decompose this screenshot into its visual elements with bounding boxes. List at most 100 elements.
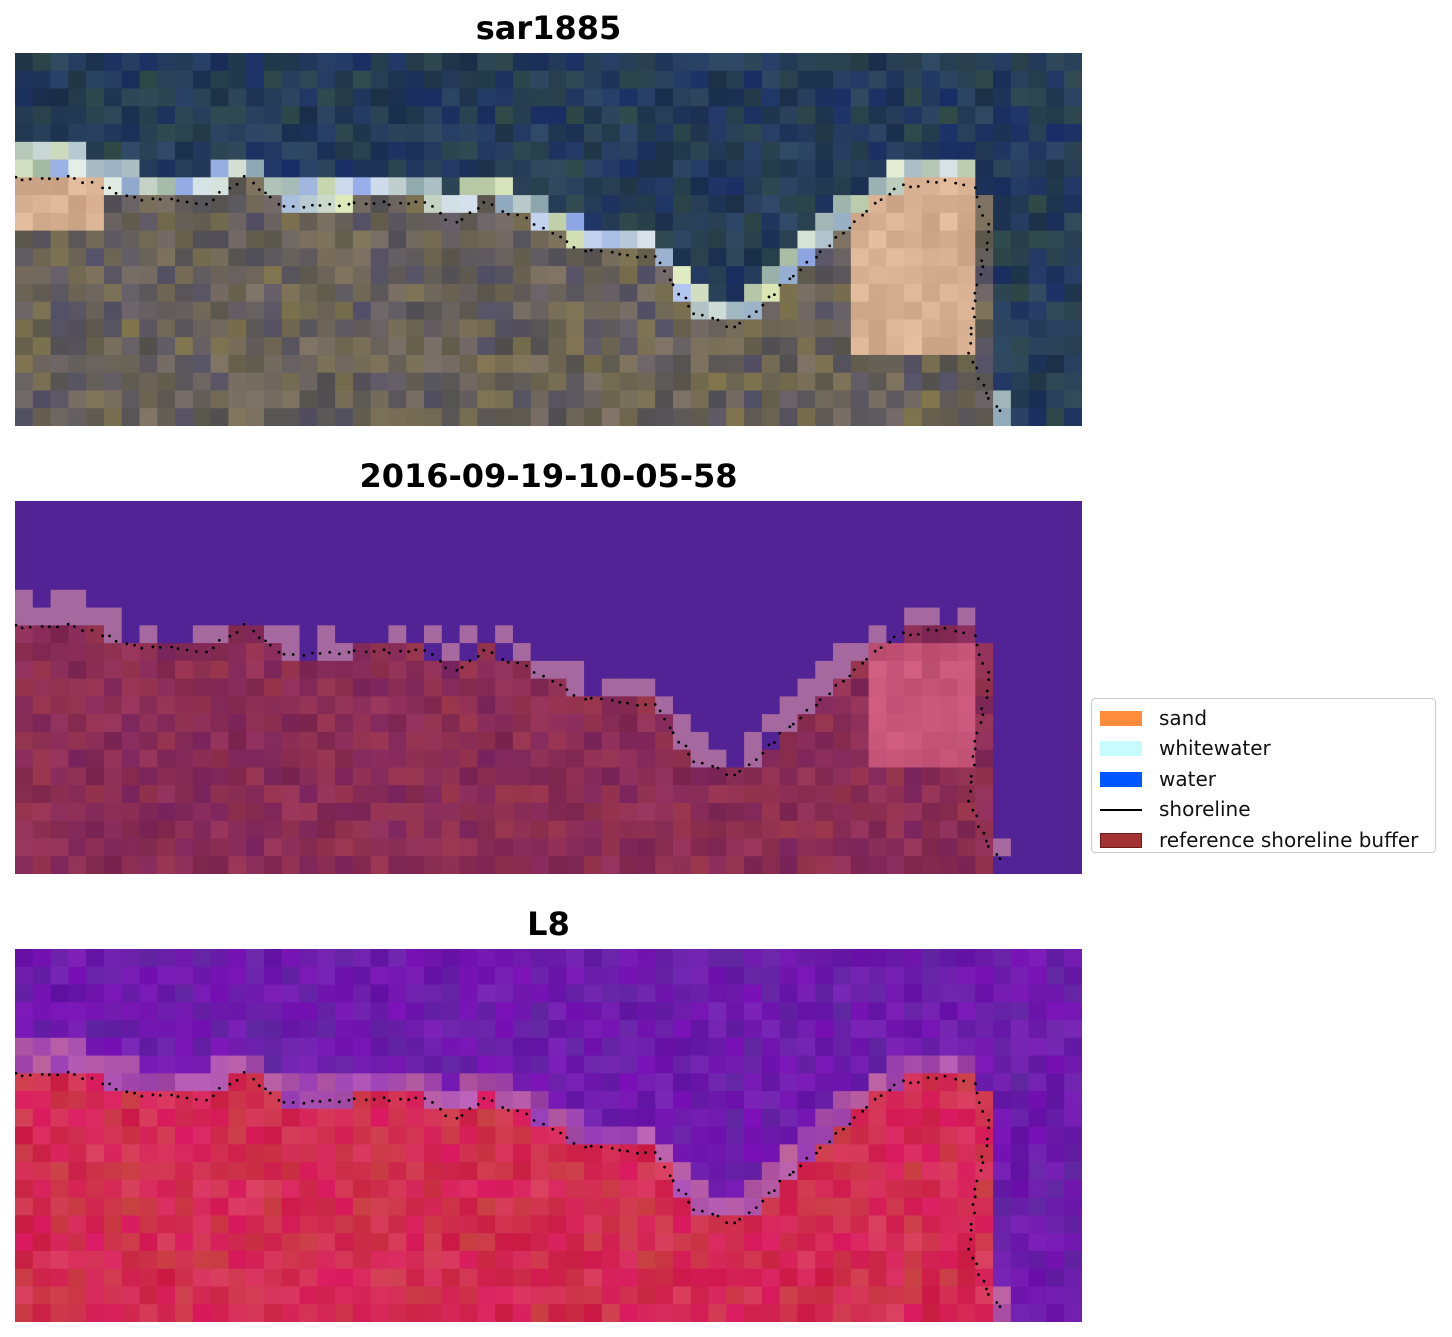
image-pixel (388, 266, 407, 285)
shoreline-point (687, 752, 690, 756)
image-pixel (957, 856, 976, 874)
image-pixel (530, 1126, 550, 1145)
image-pixel (815, 1144, 834, 1163)
image-pixel (32, 1020, 52, 1039)
image-pixel (619, 283, 639, 303)
image-pixel (904, 88, 923, 107)
image-pixel (779, 554, 799, 573)
image-pixel (335, 731, 354, 751)
image-pixel (690, 767, 710, 786)
image-pixel (548, 749, 567, 769)
image-pixel (32, 1073, 52, 1092)
shoreline-point (242, 174, 246, 178)
image-pixel (388, 106, 407, 125)
shoreline-point (47, 1073, 51, 1077)
image-pixel (157, 607, 176, 626)
image-pixel (424, 554, 443, 573)
image-pixel (939, 1144, 959, 1163)
shoreline-point (974, 186, 977, 190)
image-pixel (566, 1268, 585, 1288)
image-pixel (619, 230, 639, 249)
image-pixel (228, 518, 247, 538)
image-pixel (850, 266, 870, 285)
image-pixel (50, 141, 69, 161)
shoreline-point (815, 703, 818, 707)
image-pixel (601, 1020, 621, 1039)
image-pixel (655, 1179, 674, 1199)
image-pixel (512, 159, 532, 178)
shoreline-point (73, 625, 76, 628)
image-pixel (192, 1162, 212, 1181)
image-pixel (86, 337, 105, 356)
image-pixel (512, 856, 532, 874)
image-pixel (68, 856, 87, 874)
image-pixel (921, 731, 941, 751)
image-pixel (708, 106, 727, 125)
image-pixel (477, 1126, 496, 1145)
image-pixel (957, 1126, 976, 1145)
image-pixel (797, 1250, 816, 1270)
image-pixel (139, 354, 158, 374)
image-pixel (975, 1091, 994, 1110)
image-pixel (103, 124, 123, 143)
image-pixel (975, 820, 994, 840)
image-pixel (477, 802, 496, 822)
image-pixel (1028, 1233, 1048, 1252)
image-pixel (15, 1286, 34, 1305)
image-pixel (139, 966, 158, 986)
shoreline-point (879, 198, 883, 202)
image-pixel (904, 1162, 923, 1181)
image-pixel (370, 1055, 390, 1074)
image-pixel (655, 501, 674, 520)
image-pixel (601, 1108, 621, 1128)
image-pixel (281, 354, 301, 374)
image-pixel (121, 1215, 141, 1234)
image-pixel (1064, 1304, 1082, 1322)
image-pixel (139, 88, 158, 107)
image-pixel (335, 1073, 354, 1092)
image-pixel (690, 838, 710, 857)
shoreline-point (525, 664, 528, 668)
shoreline-point (684, 296, 688, 300)
shoreline-point (439, 211, 442, 215)
shoreline-point (347, 1098, 351, 1102)
image-pixel (530, 88, 550, 107)
image-pixel (975, 124, 994, 143)
image-pixel (886, 1108, 905, 1128)
image-pixel (833, 195, 852, 214)
image-pixel (993, 1215, 1012, 1234)
shoreline-point (589, 696, 593, 700)
image-pixel (495, 589, 514, 609)
image-pixel (68, 1250, 87, 1270)
image-pixel (548, 731, 567, 751)
image-pixel (317, 1197, 336, 1217)
image-pixel (779, 1162, 799, 1181)
image-pixel (726, 70, 745, 90)
image-pixel (68, 1073, 87, 1092)
image-pixel (495, 785, 514, 804)
image-pixel (797, 141, 816, 161)
image-pixel (210, 70, 229, 90)
shoreline-point (235, 182, 239, 186)
image-pixel (441, 141, 461, 161)
image-pixel (1046, 212, 1065, 232)
image-pixel (815, 949, 834, 968)
image-pixel (335, 390, 354, 409)
image-pixel (192, 266, 212, 285)
image-pixel (424, 70, 443, 90)
image-pixel (1064, 88, 1082, 107)
image-pixel (335, 643, 354, 662)
image-pixel (779, 1002, 799, 1021)
image-pixel (530, 301, 550, 321)
image-pixel (1064, 408, 1082, 426)
image-pixel (139, 1091, 158, 1110)
image-pixel (921, 1126, 941, 1145)
image-pixel (619, 195, 639, 214)
image-pixel (370, 949, 390, 968)
image-pixel (263, 1215, 283, 1234)
image-pixel (228, 88, 247, 107)
image-pixel (1010, 1055, 1030, 1074)
image-pixel (726, 984, 745, 1003)
image-pixel (86, 354, 105, 374)
image-pixel (317, 820, 336, 840)
